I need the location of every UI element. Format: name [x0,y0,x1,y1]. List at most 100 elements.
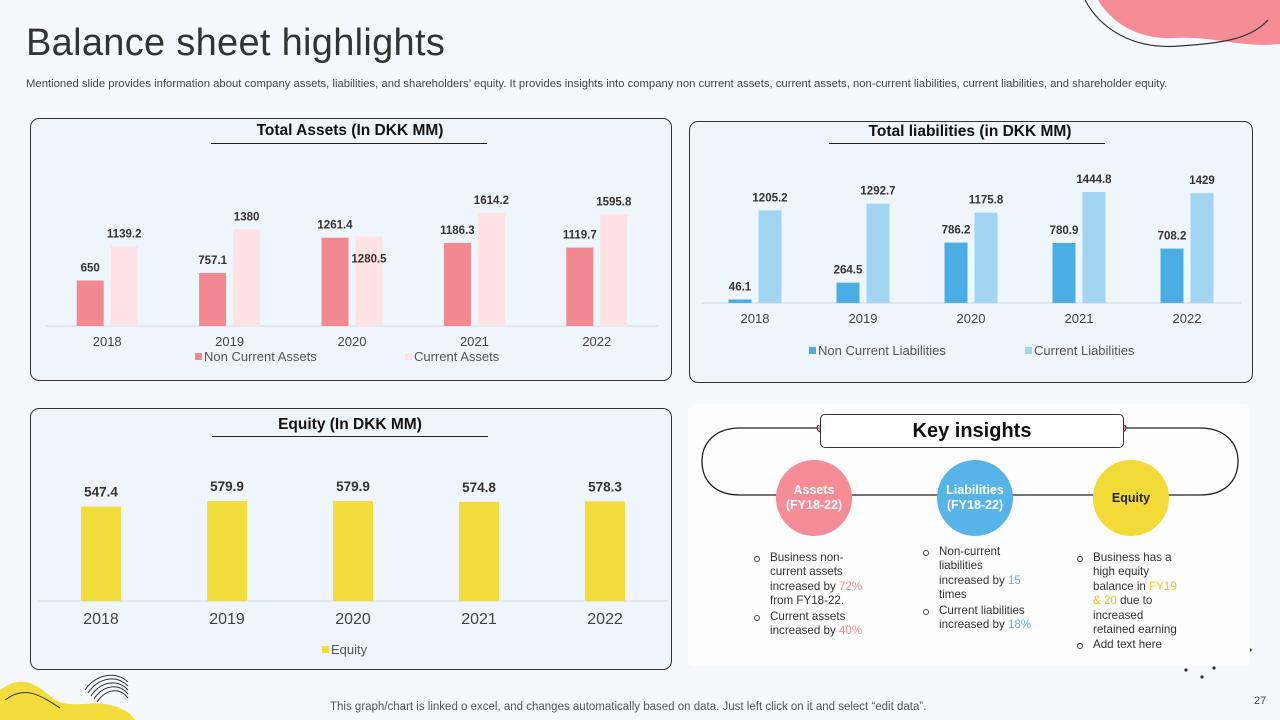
data-label: 1139.2 [107,228,142,240]
bar-current-assets-2019 [233,229,261,326]
total-liabilities-chart: 46.1 1205.2 2018 264.5 1292.7 2019 786.2 1175.8… [701,174,1241,358]
liabilities-circle-label: Liabilities [946,483,1004,497]
x-tick-label: 2022 [1173,311,1202,326]
list-item: Non-current liabilities increased by 15 … [921,545,1036,603]
x-tick-label: 2022 [587,611,623,628]
legend-label: Current Assets [414,349,500,364]
bar-equity-2019 [207,501,247,601]
list-item: Business non-current assets increased by… [752,551,867,609]
bar-equity-2022 [585,501,625,601]
x-tick-label: 2021 [461,611,497,628]
bar-non-current-liabilities-2018 [728,299,752,303]
data-label: 650 [81,262,100,274]
bar-equity-2020 [333,501,373,601]
bar-current-liabilities-2021 [1082,192,1106,303]
x-tick-label: 2021 [1065,311,1094,326]
bar-non-current-assets-2021 [443,242,471,326]
bar-equity-2018 [81,506,121,601]
data-label: 1261.4 [317,220,353,232]
legend-swatch [322,646,329,653]
key-insights-title: Key insights [820,414,1124,448]
bar-non-current-assets-2019 [199,273,227,326]
total-liabilities-title-underline [829,143,1105,144]
data-label: 1175.8 [969,195,1004,207]
legend-label: Non Current Liabilities [818,343,946,358]
bar-non-current-liabilities-2022 [1160,248,1184,303]
liabilities-insight-list: Non-current liabilities increased by 15 … [921,545,1036,633]
liabilities-circle-sub: (FY18-22) [946,498,1004,512]
equity-insight-list: Business has a high equity balance in FY… [1075,551,1187,654]
x-tick-label: 2019 [849,311,878,326]
data-label: 708.2 [1158,231,1187,243]
x-tick-label: 2018 [741,311,770,326]
page-subtitle: Mentioned slide provides information abo… [26,78,1168,90]
legend-swatch [405,353,412,360]
legend-swatch [1025,347,1032,354]
total-assets-chart: 650 1139.2 2018 757.1 1380 2019 1261.4 1280.5 20… [46,195,658,364]
data-label: 1614.2 [474,195,509,207]
bar-current-assets-2021 [477,213,505,326]
bar-current-liabilities-2020 [974,212,998,303]
equity-circle: Equity [1093,460,1169,536]
x-tick-label: 2020 [335,611,371,628]
data-label: 578.3 [588,479,622,494]
data-label: 579.9 [210,479,244,494]
legend-label: Non Current Assets [204,349,317,364]
data-label: 579.9 [336,479,370,494]
data-label: 46.1 [729,281,752,293]
page-number: 27 [1254,695,1267,707]
bar-current-liabilities-2022 [1190,193,1214,303]
total-assets-title-underline [211,143,487,144]
bar-non-current-assets-2018 [76,280,104,326]
equity-chart: 547.4 2018 579.9 2019 579.9 2020 574.8 2021 578.… [38,479,668,657]
total-assets-chart-title: Total Assets (In DKK MM) [256,122,444,139]
bar-current-liabilities-2019 [866,203,890,303]
bar-non-current-assets-2020 [321,237,349,326]
legend-label: Current Liabilities [1034,343,1135,358]
list-item: Current assets increased by 40% [752,610,867,639]
bar-current-liabilities-2018 [758,210,782,303]
bar-non-current-liabilities-2019 [836,282,860,303]
pink-blob-decoration [1084,0,1280,48]
footnote: This graph/chart is linked o excel, and … [330,701,927,713]
list-item: Add text here [1075,638,1187,652]
bar-equity-2021 [459,501,499,601]
bar-non-current-assets-2022 [566,247,594,326]
assets-circle-sub: (FY18-22) [785,498,843,512]
x-tick-label: 2018 [93,334,122,349]
bar-non-current-liabilities-2020 [944,242,968,303]
yellow-wave-decoration [0,674,135,720]
data-label: 264.5 [834,265,863,277]
equity-chart-title: Equity (In DKK MM) [278,416,422,433]
total-liabilities-panel [689,121,1253,383]
data-label: 1429 [1189,175,1215,187]
data-label: 574.8 [462,480,496,495]
x-tick-label: 2021 [460,334,489,349]
liabilities-circle: Liabilities (FY18-22) [937,460,1013,536]
data-label: 1186.3 [440,225,475,237]
equity-title-underline [212,436,488,437]
x-tick-label: 2020 [338,334,367,349]
data-label: 1595.8 [596,196,632,208]
equity-circle-label: Equity [1111,490,1151,505]
x-tick-label: 2020 [957,311,986,326]
data-label: 1444.8 [1076,174,1112,186]
legend-swatch [195,353,202,360]
data-label: 1380 [234,211,260,223]
x-tick-label: 2019 [209,611,245,628]
data-label: 1280.5 [351,253,387,265]
data-label: 757.1 [198,255,227,267]
total-liabilities-chart-title: Total liabilities (in DKK MM) [868,123,1072,140]
x-tick-label: 2022 [582,334,611,349]
data-label: 547.4 [84,485,118,500]
assets-circle: Assets (FY18-22) [776,460,852,536]
bar-current-assets-2018 [110,246,138,326]
data-label: 1119.7 [563,230,597,242]
legend-swatch [809,347,816,354]
legend-label: Equity [331,642,368,657]
bar-current-assets-2020 [355,236,383,326]
data-label: 1205.2 [752,192,787,204]
page-title: Balance sheet highlights [26,22,446,64]
data-label: 780.9 [1050,225,1079,237]
list-item: Business has a high equity balance in FY… [1075,551,1187,637]
